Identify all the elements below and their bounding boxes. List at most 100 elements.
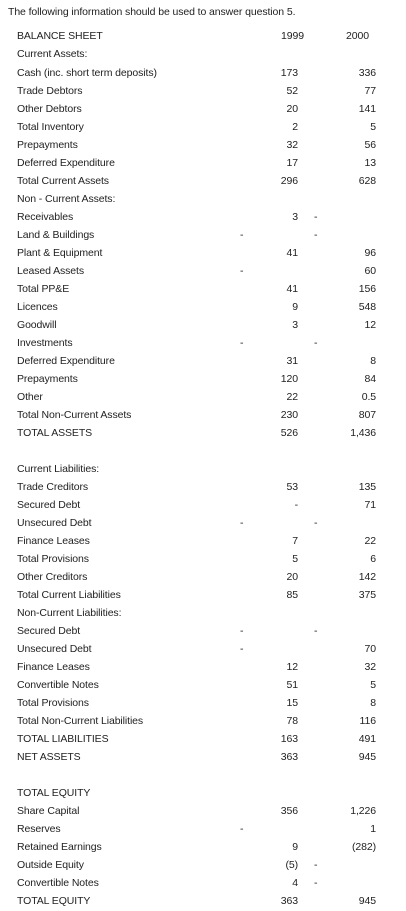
value-1999: 85: [286, 589, 299, 601]
table-row: Non - Current Assets:: [0, 190, 406, 208]
table-row: Non-Current Liabilities:: [0, 604, 406, 622]
table-row: Total Inventory 2 5: [0, 118, 406, 136]
row-label: NET ASSETS: [17, 751, 81, 763]
row-label: TOTAL EQUITY: [17, 895, 91, 907]
dash-2000: -: [314, 859, 318, 871]
row-label: TOTAL LIABILITIES: [17, 733, 109, 745]
value-1999: 363: [280, 895, 298, 907]
value-1999: 20: [286, 103, 299, 115]
row-label: Plant & Equipment: [17, 247, 103, 259]
row-label: Receivables: [17, 211, 74, 223]
value-1999: 12: [286, 661, 299, 673]
table-row: Unsecured Debt - 70: [0, 640, 406, 658]
value-1999: 120: [280, 373, 298, 385]
row-label: Deferred Expenditure: [17, 157, 115, 169]
value-2000: 142: [358, 571, 376, 583]
value-1999: 52: [286, 85, 299, 97]
value-1999: (5): [285, 859, 298, 871]
value-2000: 1,226: [350, 805, 376, 817]
table-row: Secured Debt - 71: [0, 496, 406, 514]
row-label: Cash (inc. short term deposits): [17, 67, 157, 79]
value-1999: 3: [292, 319, 298, 331]
table-row: Other Debtors 20 141: [0, 100, 406, 118]
value-2000: (282): [351, 841, 376, 853]
table-row: Total Provisions 5 6: [0, 550, 406, 568]
value-1999: 7: [292, 535, 298, 547]
value-1999: 9: [292, 841, 298, 853]
table-row: Trade Debtors 52 77: [0, 82, 406, 100]
table-row: Finance Leases 12 32: [0, 658, 406, 676]
row-label: Finance Leases: [17, 661, 90, 673]
value-2000: 71: [364, 499, 377, 511]
row-label: Investments: [17, 337, 73, 349]
table-row: Total PP&E 41 156: [0, 280, 406, 298]
table-row: TOTAL EQUITY: [0, 784, 406, 802]
table-row: Prepayments 120 84: [0, 370, 406, 388]
dash-1999: -: [240, 517, 244, 529]
value-1999: 296: [280, 175, 298, 187]
value-2000: 141: [358, 103, 376, 115]
value-1999: 41: [286, 247, 299, 259]
table-row: Share Capital 356 1,226: [0, 802, 406, 820]
dash-1999: -: [240, 265, 244, 277]
intro-text: The following information should be used…: [8, 6, 296, 18]
value-1999: 9: [292, 301, 298, 313]
row-label: Unsecured Debt: [17, 643, 92, 655]
table-row: Other Creditors 20 142: [0, 568, 406, 586]
table-row: Cash (inc. short term deposits) 173 336: [0, 64, 406, 82]
row-label: Goodwill: [17, 319, 57, 331]
row-label: Total Current Assets: [17, 175, 109, 187]
table-row: Retained Earnings 9 (282): [0, 838, 406, 856]
row-label: Finance Leases: [17, 535, 90, 547]
table-row: Total Provisions 15 8: [0, 694, 406, 712]
row-label: TOTAL ASSETS: [17, 427, 93, 439]
row-label: Leased Assets: [17, 265, 84, 277]
value-2000: 60: [364, 265, 377, 277]
table-row: Reserves - 1: [0, 820, 406, 838]
row-label: TOTAL EQUITY: [17, 787, 91, 799]
value-1999: 53: [286, 481, 299, 493]
dash-2000: -: [314, 211, 318, 223]
value-2000: 1,436: [350, 427, 376, 439]
value-1999: 31: [286, 355, 299, 367]
table-row: Secured Debt - -: [0, 622, 406, 640]
dash-1999: -: [240, 337, 244, 349]
value-2000: 156: [358, 283, 376, 295]
value-2000: 84: [364, 373, 377, 385]
dash-2000: -: [314, 625, 318, 637]
value-2000: 945: [358, 895, 376, 907]
value-2000: 945: [358, 751, 376, 763]
table-row: Total Non-Current Liabilities 78 116: [0, 712, 406, 730]
table-row: Prepayments 32 56: [0, 136, 406, 154]
value-2000: 77: [364, 85, 377, 97]
value-2000: 491: [358, 733, 376, 745]
table-row: TOTAL EQUITY 363 945: [0, 892, 406, 910]
value-1999: 51: [286, 679, 299, 691]
dash-2000: -: [314, 229, 318, 241]
row-label: Total Current Liabilities: [17, 589, 121, 601]
row-label: Other Debtors: [17, 103, 82, 115]
table-row: Current Liabilities:: [0, 460, 406, 478]
table-row: Investments - -: [0, 334, 406, 352]
table-row: Finance Leases 7 22: [0, 532, 406, 550]
header-col-2000: 2000: [346, 30, 369, 42]
row-label: Land & Buildings: [17, 229, 95, 241]
table-row: Receivables 3 -: [0, 208, 406, 226]
row-label: Unsecured Debt: [17, 517, 92, 529]
value-1999: 41: [286, 283, 299, 295]
dash-2000: -: [314, 877, 318, 889]
row-label: Total PP&E: [17, 283, 70, 295]
table-row: Total Current Assets 296 628: [0, 172, 406, 190]
table-row: Total Current Liabilities 85 375: [0, 586, 406, 604]
value-1999: 173: [280, 67, 298, 79]
table-row: Leased Assets - 60: [0, 262, 406, 280]
table-row: Licences 9 548: [0, 298, 406, 316]
row-label: Secured Debt: [17, 625, 81, 637]
row-label: Total Non-Current Assets: [17, 409, 132, 421]
value-2000: 13: [364, 157, 377, 169]
value-2000: 1: [370, 823, 376, 835]
value-2000: 70: [364, 643, 377, 655]
row-label: Other: [17, 391, 43, 403]
dash-1999: -: [240, 823, 244, 835]
